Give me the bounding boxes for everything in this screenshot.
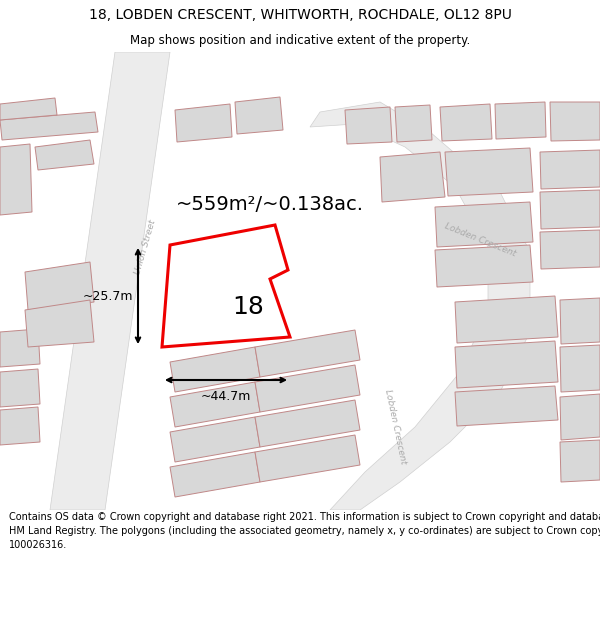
Polygon shape [550,102,600,141]
Polygon shape [435,245,533,287]
Polygon shape [380,152,445,202]
Text: ~44.7m: ~44.7m [201,390,251,403]
Polygon shape [0,329,40,367]
Polygon shape [560,440,600,482]
Polygon shape [495,102,546,139]
Polygon shape [255,330,360,377]
Polygon shape [0,369,40,407]
Polygon shape [25,300,94,347]
Text: ~559m²/~0.138ac.: ~559m²/~0.138ac. [176,196,364,214]
Polygon shape [25,262,94,310]
Text: 18, LOBDEN CRESCENT, WHITWORTH, ROCHDALE, OL12 8PU: 18, LOBDEN CRESCENT, WHITWORTH, ROCHDALE… [89,8,511,21]
Polygon shape [540,230,600,269]
Polygon shape [345,107,392,144]
Polygon shape [560,394,600,440]
Polygon shape [170,417,260,462]
Polygon shape [455,296,558,343]
Polygon shape [0,144,32,215]
Polygon shape [440,104,492,141]
Polygon shape [560,345,600,392]
Polygon shape [170,347,260,392]
Polygon shape [540,190,600,229]
Polygon shape [50,52,170,510]
Polygon shape [395,105,432,142]
Text: Union Street: Union Street [133,219,157,276]
Polygon shape [560,298,600,344]
Text: Lobden Crescent: Lobden Crescent [383,389,407,465]
Polygon shape [0,112,98,140]
Polygon shape [162,225,290,347]
Polygon shape [445,148,533,196]
Polygon shape [170,452,260,497]
Polygon shape [255,365,360,412]
Polygon shape [310,102,530,510]
Polygon shape [540,150,600,189]
Text: 18: 18 [232,295,264,319]
Text: Map shows position and indicative extent of the property.: Map shows position and indicative extent… [130,34,470,47]
Polygon shape [255,400,360,447]
Text: Lobden Crescent: Lobden Crescent [443,222,517,258]
Polygon shape [0,98,57,120]
Polygon shape [175,104,232,142]
Polygon shape [255,435,360,482]
Polygon shape [455,341,558,388]
Polygon shape [170,382,260,427]
Polygon shape [455,386,558,426]
Text: ~25.7m: ~25.7m [83,289,133,302]
Polygon shape [435,202,533,247]
Polygon shape [235,97,283,134]
Polygon shape [0,407,40,445]
Polygon shape [35,140,94,170]
Text: Contains OS data © Crown copyright and database right 2021. This information is : Contains OS data © Crown copyright and d… [9,512,600,550]
